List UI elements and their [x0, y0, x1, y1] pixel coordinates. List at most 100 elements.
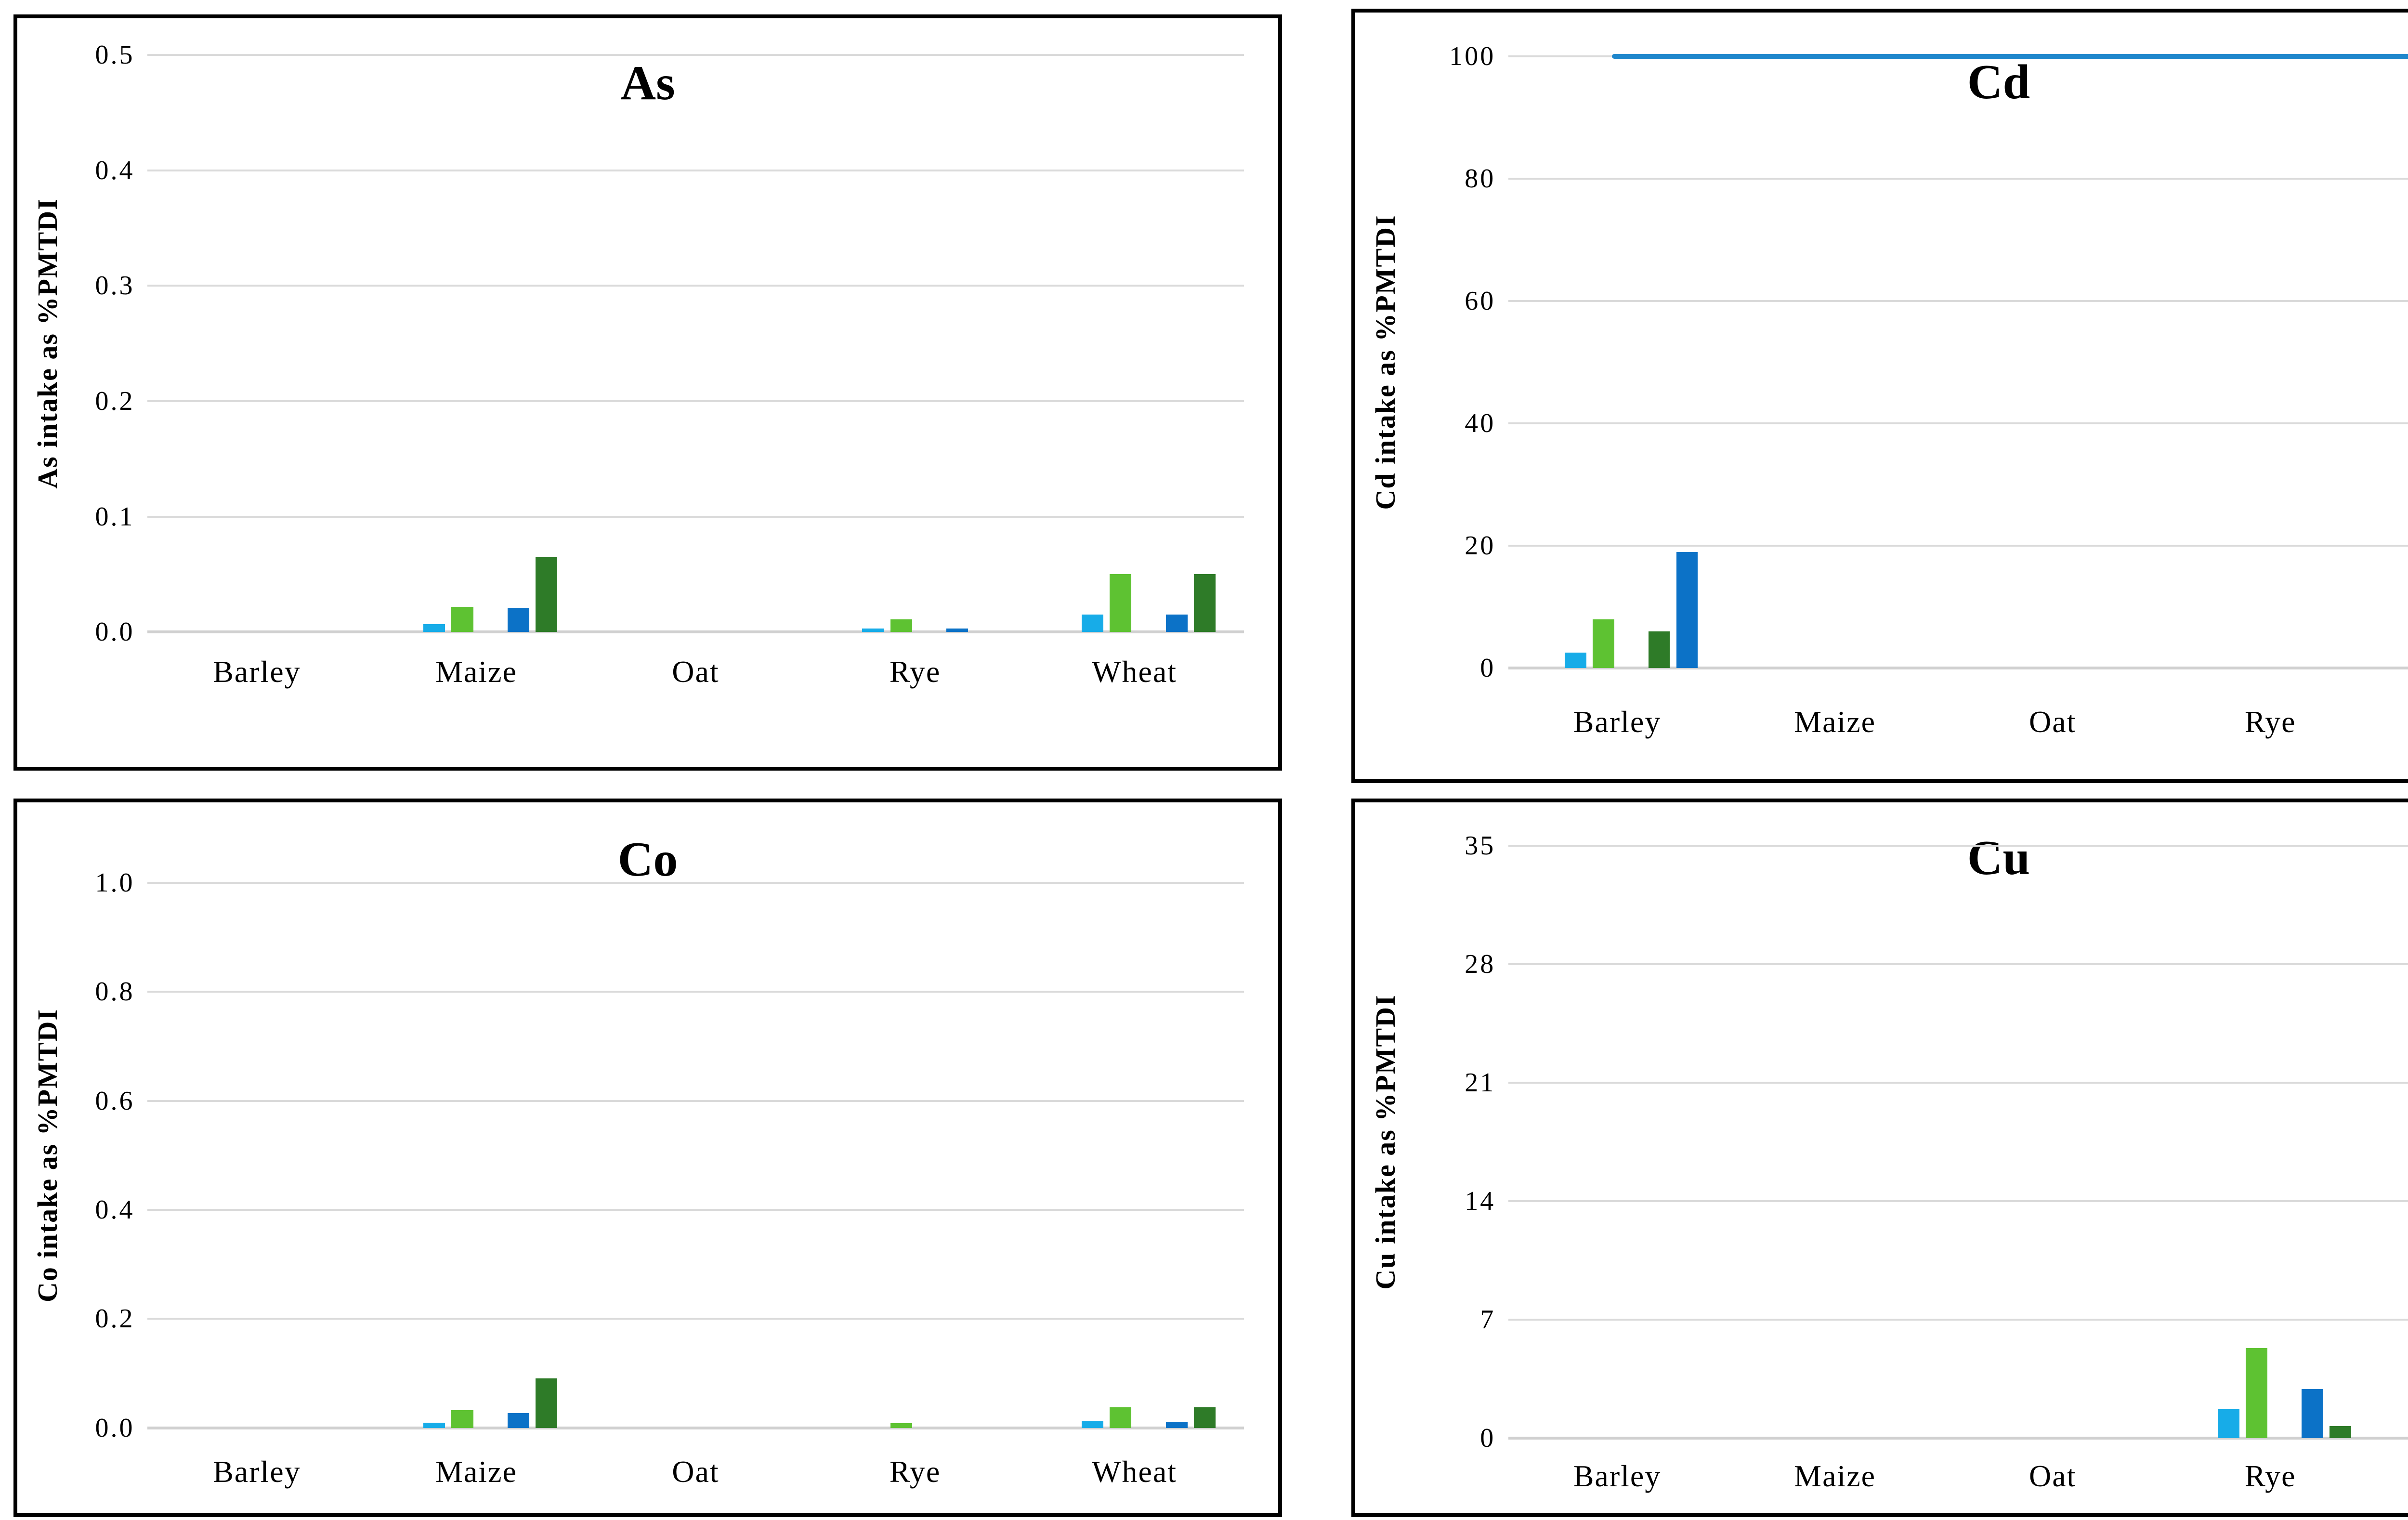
x-category-label: Wheat — [1092, 654, 1178, 689]
bar-co-wheat-series-5-blue — [1165, 1422, 1188, 1428]
gridline — [147, 400, 1244, 403]
plot-area-as — [147, 54, 1244, 634]
gridline — [1508, 1081, 2408, 1084]
bar-cu-rye-series-3-light-green — [2246, 1348, 2267, 1438]
gridline — [147, 1100, 1244, 1102]
y-tick-label: 7 — [1480, 1304, 1496, 1335]
x-category-label: Oat — [672, 1454, 720, 1489]
y-tick-label: 0.2 — [95, 1304, 135, 1334]
chart-title-cd: Cd — [1967, 54, 2030, 109]
bar-as-rye-series-5-blue — [946, 629, 968, 632]
gridline — [1508, 422, 2408, 424]
chart-title-cu: Cu — [1967, 830, 2030, 885]
bar-as-rye-series-2-light-blue — [862, 629, 884, 632]
gridline — [1508, 1436, 2408, 1440]
y-tick-label: 20 — [1465, 531, 1496, 561]
bar-co-maize-series-6-dark-green — [536, 1378, 558, 1428]
gridline — [147, 991, 1244, 993]
gridline — [147, 630, 1244, 634]
gridline — [147, 54, 1244, 56]
y-tick-label: 0.1 — [95, 501, 135, 532]
plot-area-cu — [1508, 845, 2408, 1440]
y-tick-label: 28 — [1465, 949, 1496, 979]
bar-co-wheat-series-6-dark-green — [1194, 1407, 1216, 1428]
x-category-label: Barley — [1573, 704, 1662, 739]
y-tick-label: 0 — [1480, 1423, 1496, 1453]
y-tick-label: 0.2 — [95, 386, 135, 417]
bar-as-wheat-series-2-light-blue — [1081, 615, 1103, 632]
gridline — [147, 515, 1244, 518]
x-category-label: Barley — [213, 1454, 301, 1489]
y-tick-label: 0 — [1480, 653, 1496, 683]
y-tick-label: 0.4 — [95, 1195, 135, 1225]
bar-as-maize-series-3-light-green — [451, 606, 473, 632]
gridline — [147, 1209, 1244, 1211]
bar-co-wheat-series-3-light-green — [1110, 1407, 1132, 1428]
y-tick-label: 0.5 — [95, 40, 135, 70]
x-category-label: Rye — [2245, 704, 2296, 739]
x-category-label: Maize — [1794, 1459, 1876, 1494]
chart-panel-co: Co Co intake as %PMTDI 1.0 0.8 0.6 0.4 0.2 0.… — [13, 799, 1282, 1517]
y-axis-label-cd: Cd intake as %PMTDI — [1370, 214, 1401, 510]
y-axis-label-as: As intake as %PMTDI — [31, 198, 63, 489]
bar-cd-barley-series-5-dark-green — [1648, 631, 1670, 668]
x-category-label: Oat — [2029, 1459, 2077, 1494]
bar-cu-rye-series-6-dark-green — [2329, 1426, 2351, 1438]
gridline — [1508, 1318, 2408, 1321]
x-category-label: Maize — [1794, 704, 1876, 739]
y-tick-label: 0.8 — [95, 977, 135, 1007]
bar-as-maize-series-2-light-blue — [423, 624, 445, 632]
gridline — [147, 169, 1244, 171]
y-tick-label: 0.3 — [95, 271, 135, 301]
bar-cu-rye-series-2-light-blue — [2218, 1409, 2240, 1438]
gridline — [147, 1426, 1244, 1429]
gridline — [1508, 177, 2408, 180]
bar-co-maize-series-2-light-blue — [423, 1422, 445, 1428]
bar-cu-rye-series-5-blue — [2301, 1389, 2323, 1438]
bar-cd-barley-series-6-blue — [1676, 551, 1698, 668]
gridline — [1508, 1200, 2408, 1202]
gridline — [1508, 667, 2408, 670]
plot-area-co — [147, 881, 1244, 1429]
y-tick-label: 0.0 — [95, 617, 135, 647]
y-axis-label-cu: Cu intake as %PMTDI — [1370, 994, 1401, 1290]
y-tick-label: 1.0 — [95, 867, 135, 898]
chart-panel-as: As As intake as %PMTDI 0.5 0.4 0.3 0.2 0.1 0.… — [13, 14, 1282, 771]
chart-title-co: Co — [617, 832, 678, 887]
bar-as-wheat-series-5-blue — [1165, 615, 1188, 632]
y-axis-label-co: Co intake as %PMTDI — [31, 1008, 63, 1302]
y-tick-label: 21 — [1465, 1067, 1496, 1098]
pmtdi-reference-line — [1611, 53, 2408, 59]
x-category-label: Rye — [2245, 1459, 2296, 1494]
gridline — [1508, 845, 2408, 847]
y-tick-label: 35 — [1465, 831, 1496, 861]
bar-cd-barley-series-3-light-green — [1592, 619, 1614, 668]
x-category-label: Rye — [889, 1454, 941, 1489]
chart-title-as: As — [620, 55, 675, 110]
y-tick-label: 14 — [1465, 1186, 1496, 1216]
y-tick-label: 0.6 — [95, 1086, 135, 1116]
plot-area-cd — [1508, 53, 2408, 670]
gridline — [147, 285, 1244, 287]
bar-co-maize-series-5-blue — [508, 1413, 530, 1428]
gridline — [1508, 545, 2408, 547]
y-tick-label: 60 — [1465, 286, 1496, 316]
x-category-label: Rye — [889, 654, 941, 689]
gridline — [1508, 300, 2408, 302]
bar-co-wheat-series-2-light-blue — [1081, 1421, 1103, 1428]
x-category-label: Maize — [435, 1454, 517, 1489]
y-tick-label: 40 — [1465, 408, 1496, 438]
bar-as-wheat-series-3-light-green — [1110, 574, 1132, 632]
x-category-label: Barley — [213, 654, 301, 689]
gridline — [147, 1318, 1244, 1320]
gridline — [147, 881, 1244, 884]
x-category-label: Oat — [672, 654, 720, 689]
x-category-label: Oat — [2029, 704, 2077, 739]
chart-panel-cd: Cd Cd intake as %PMTDI 100 80 60 40 20 0 Barle… — [1351, 9, 2408, 783]
bar-as-maize-series-6-dark-green — [536, 557, 558, 632]
bar-co-rye-series-3-light-green — [890, 1423, 912, 1428]
bar-cd-barley-series-2-light-blue — [1565, 653, 1586, 668]
y-tick-label: 0.0 — [95, 1413, 135, 1443]
bar-as-rye-series-3-light-green — [890, 619, 912, 632]
